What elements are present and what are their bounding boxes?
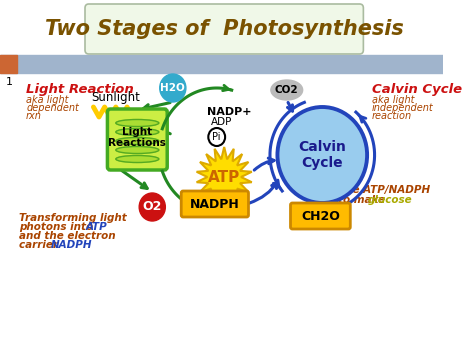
Text: carrier: carrier (18, 240, 61, 250)
Text: photons into: photons into (18, 222, 96, 232)
FancyBboxPatch shape (85, 4, 364, 54)
Bar (0, 55, 17, 73)
Text: CH2O: CH2O (301, 209, 340, 223)
Text: H2O: H2O (160, 83, 185, 93)
Text: CO2: CO2 (275, 85, 299, 95)
FancyBboxPatch shape (108, 109, 167, 170)
Text: reaction: reaction (372, 111, 412, 121)
Text: dependent: dependent (26, 103, 79, 113)
Text: ADP: ADP (211, 117, 232, 127)
Text: glucose: glucose (368, 195, 413, 205)
Text: rxn: rxn (26, 111, 42, 121)
Text: Sunlight: Sunlight (91, 91, 140, 104)
Text: Calvin Cycle: Calvin Cycle (372, 83, 462, 96)
Text: Two Stages of  Photosynthesis: Two Stages of Photosynthesis (45, 19, 403, 39)
Circle shape (208, 128, 225, 146)
Text: Calvin
Cycle: Calvin Cycle (298, 140, 346, 170)
Text: 1: 1 (6, 77, 13, 87)
Text: and the electron: and the electron (18, 231, 115, 241)
Bar (0, 55, 443, 73)
Text: NADPH: NADPH (50, 240, 92, 250)
Circle shape (160, 74, 186, 102)
Text: Pi: Pi (212, 132, 221, 142)
Ellipse shape (116, 120, 159, 126)
Text: Use ATP/NADPH: Use ATP/NADPH (338, 185, 430, 195)
Ellipse shape (116, 147, 159, 153)
Text: NADPH: NADPH (190, 197, 240, 211)
Ellipse shape (116, 129, 159, 136)
Circle shape (139, 193, 165, 221)
Text: NADP+: NADP+ (208, 107, 252, 117)
Ellipse shape (116, 155, 159, 163)
Text: aka light: aka light (372, 95, 414, 105)
Text: +: + (208, 127, 218, 140)
Text: ATP: ATP (208, 169, 240, 185)
Text: Transforming light: Transforming light (18, 213, 127, 223)
Text: independent: independent (372, 103, 434, 113)
Text: Light Reaction: Light Reaction (26, 83, 134, 96)
Text: Light
Reactions: Light Reactions (109, 127, 166, 148)
Text: aka light: aka light (26, 95, 69, 105)
Text: O2: O2 (143, 201, 162, 213)
Text: to make: to make (338, 195, 389, 205)
FancyBboxPatch shape (291, 203, 350, 229)
FancyBboxPatch shape (181, 191, 248, 217)
Ellipse shape (116, 137, 159, 144)
Text: ATP: ATP (86, 222, 108, 232)
Polygon shape (197, 147, 252, 207)
Ellipse shape (271, 80, 303, 100)
Circle shape (277, 107, 367, 203)
